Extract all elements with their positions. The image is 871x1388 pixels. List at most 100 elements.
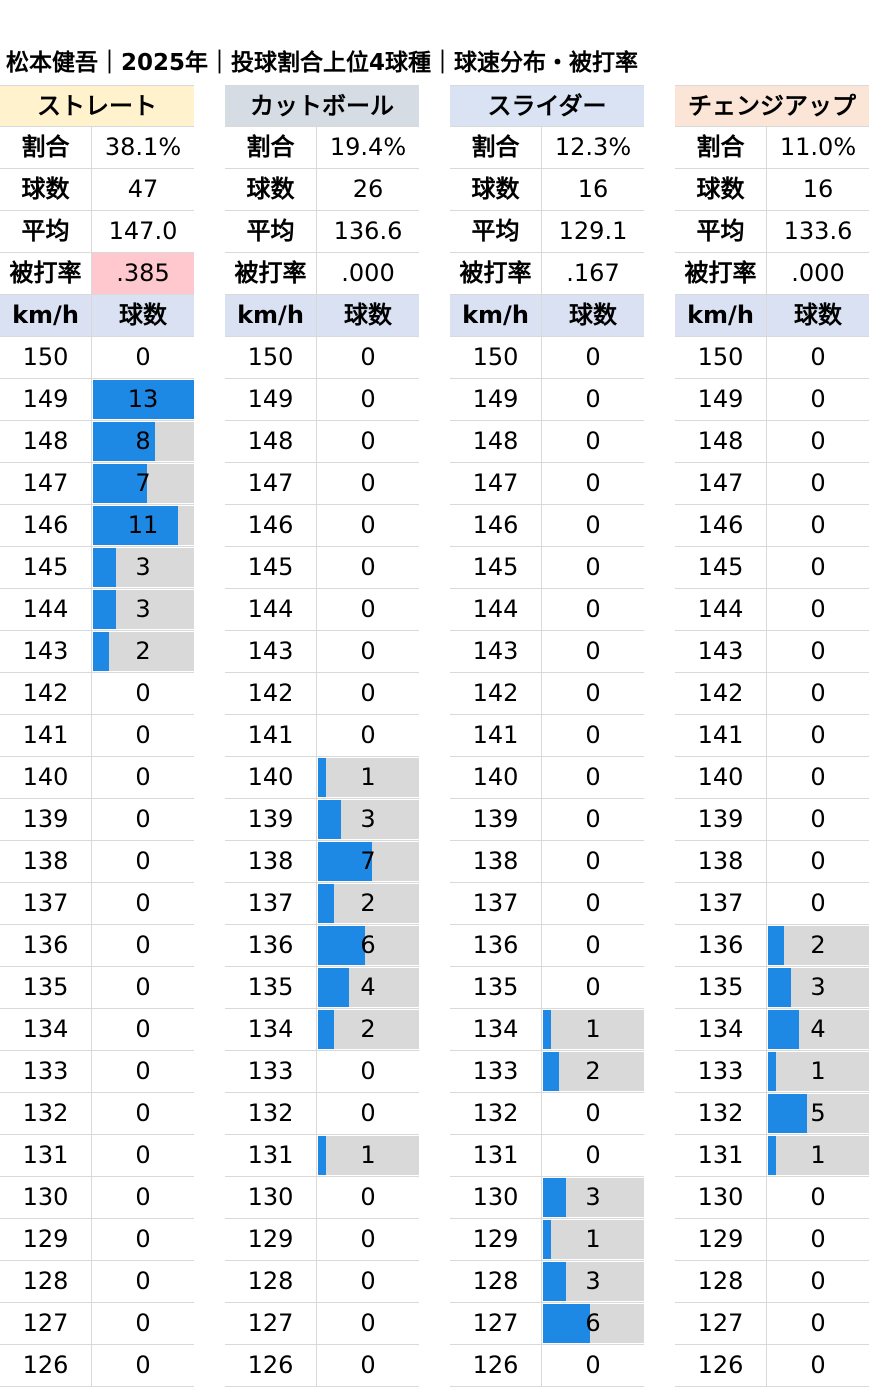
bar-value-label: 1: [360, 1141, 376, 1169]
speed-label: 135: [225, 967, 317, 1008]
count-value: 0: [135, 847, 151, 875]
count-value: 0: [360, 721, 376, 749]
bar-background: [318, 758, 419, 797]
speed-label: 136: [450, 925, 542, 966]
stat-row-avg: 平均 129.1: [450, 211, 644, 253]
speed-row: 141 0: [225, 715, 419, 757]
bar: [768, 968, 791, 1007]
speed-row: 148 8: [0, 421, 194, 463]
speed-row: 140 0: [675, 757, 869, 799]
speed-label: 150: [675, 337, 767, 378]
bar: [93, 380, 194, 419]
speed-row: 136 2: [675, 925, 869, 967]
count-value: 0: [810, 595, 826, 623]
stat-label: 平均: [675, 211, 767, 252]
bar-value-label: 4: [810, 1015, 826, 1043]
speed-label: 148: [0, 421, 92, 462]
count-value: 0: [810, 637, 826, 665]
bar-background: [543, 1010, 644, 1049]
speed-row: 131 0: [450, 1135, 644, 1177]
count-value: 0: [585, 343, 601, 371]
stat-value: 133.6: [783, 217, 853, 245]
speed-label: 144: [225, 589, 317, 630]
count-value: 0: [135, 679, 151, 707]
stat-value: 129.1: [558, 217, 628, 245]
speed-label: 142: [0, 673, 92, 714]
stat-label: 球数: [450, 169, 542, 210]
speed-label: 141: [675, 715, 767, 756]
stat-value: 136.6: [333, 217, 403, 245]
bar-background: [543, 1220, 644, 1259]
speed-row: 149 0: [225, 379, 419, 421]
bar: [768, 1136, 776, 1175]
speed-label: 149: [0, 379, 92, 420]
speed-label: 137: [675, 883, 767, 924]
bar-value-label: 1: [360, 763, 376, 791]
speed-row: 150 0: [0, 337, 194, 379]
speed-row: 132 0: [225, 1093, 419, 1135]
stat-value: 47: [127, 175, 159, 203]
stat-row-ratio: 割合 38.1%: [0, 127, 194, 169]
column-header-row: km/h 球数: [450, 295, 644, 337]
bar: [543, 1178, 566, 1217]
speed-label: 147: [225, 463, 317, 504]
count-value: 0: [135, 1267, 151, 1295]
speed-row: 139 0: [675, 799, 869, 841]
count-value: 0: [810, 1183, 826, 1211]
speed-row: 137 2: [225, 883, 419, 925]
speed-label: 147: [675, 463, 767, 504]
speed-row: 138 0: [675, 841, 869, 883]
count-value: 0: [135, 1183, 151, 1211]
speed-label: 136: [0, 925, 92, 966]
speed-row: 142 0: [675, 673, 869, 715]
stat-label: 球数: [675, 169, 767, 210]
speed-row: 126 0: [225, 1345, 419, 1387]
speed-row: 128 3: [450, 1261, 644, 1303]
speed-row: 131 1: [675, 1135, 869, 1177]
speed-label: 129: [675, 1219, 767, 1260]
bar: [318, 1136, 326, 1175]
bar: [318, 800, 341, 839]
speed-row: 137 0: [675, 883, 869, 925]
speed-label: 141: [0, 715, 92, 756]
bar: [318, 926, 365, 965]
bar-value-label: 6: [360, 931, 376, 959]
speed-label: 130: [225, 1177, 317, 1218]
speed-label: 139: [0, 799, 92, 840]
bar-background: [768, 1052, 869, 1091]
count-value: 0: [585, 931, 601, 959]
speed-row: 148 0: [225, 421, 419, 463]
speed-row: 131 1: [225, 1135, 419, 1177]
count-value: 0: [810, 469, 826, 497]
speed-row: 130 3: [450, 1177, 644, 1219]
count-value: 0: [585, 427, 601, 455]
speed-row: 138 0: [450, 841, 644, 883]
bar: [768, 1052, 776, 1091]
bar-value-label: 1: [585, 1225, 601, 1253]
bar-background: [768, 1136, 869, 1175]
stat-label: 球数: [0, 169, 92, 210]
speed-row: 141 0: [450, 715, 644, 757]
speed-row: 133 0: [0, 1051, 194, 1093]
count-value: 0: [135, 1015, 151, 1043]
speed-row: 133 2: [450, 1051, 644, 1093]
speed-label: 143: [225, 631, 317, 672]
speed-label: 145: [0, 547, 92, 588]
speed-row: 150 0: [675, 337, 869, 379]
speed-row: 143 0: [450, 631, 644, 673]
count-value: 0: [585, 763, 601, 791]
speed-row: 140 0: [0, 757, 194, 799]
speed-label: 137: [225, 883, 317, 924]
bar-value-label: 7: [360, 847, 376, 875]
count-value: 0: [135, 1057, 151, 1085]
count-value: 0: [810, 511, 826, 539]
speed-row: 144 0: [675, 589, 869, 631]
speed-label: 129: [225, 1219, 317, 1260]
speed-row: 131 0: [0, 1135, 194, 1177]
speed-label: 132: [225, 1093, 317, 1134]
count-value: 0: [585, 1099, 601, 1127]
count-value: 0: [585, 511, 601, 539]
speed-label: 140: [225, 757, 317, 798]
bar: [318, 758, 326, 797]
speed-label: 144: [450, 589, 542, 630]
